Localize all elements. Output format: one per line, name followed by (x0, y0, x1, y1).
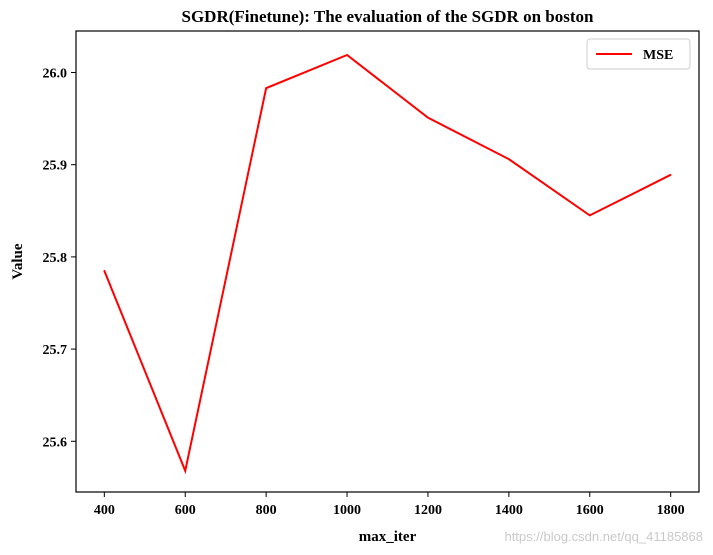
y-tick-label: 25.6 (43, 435, 68, 450)
x-tick-label: 1800 (657, 503, 685, 518)
x-tick-label: 800 (256, 503, 277, 518)
series-line-mse (103, 53, 672, 475)
x-tick-label: 1200 (414, 503, 442, 518)
data-point (184, 469, 187, 472)
data-point (588, 214, 591, 217)
legend: MSE (586, 38, 691, 70)
y-tick-label: 26.0 (43, 66, 68, 81)
x-tick-label: 600 (175, 503, 196, 518)
data-point (103, 269, 106, 272)
series-group (103, 53, 672, 475)
legend-box (586, 38, 691, 70)
legend-label-mse: MSE (643, 48, 673, 63)
data-point (669, 174, 672, 176)
chart-title: SGDR(Finetune): The evaluation of the SG… (182, 7, 595, 26)
plot-area (75, 30, 700, 493)
x-tick-label: 1600 (576, 503, 604, 518)
y-tick-label: 25.9 (43, 159, 68, 174)
data-point (265, 87, 267, 89)
data-point (427, 116, 429, 119)
x-tick-label: 400 (94, 503, 115, 518)
data-point (508, 158, 510, 160)
y-tick-label: 25.8 (43, 251, 68, 266)
y-axis-label: Value (10, 243, 26, 279)
watermark: https://blog.csdn.net/qq_41185868 (504, 529, 703, 544)
y-axis: 25.6 25.7 25.8 25.9 26.0 (43, 66, 76, 450)
y-tick-label: 25.7 (43, 343, 68, 358)
x-tick-label: 1400 (495, 503, 523, 518)
data-point (346, 54, 348, 56)
x-tick-label: 1000 (333, 503, 361, 518)
x-axis: 400 600 800 1000 1200 1400 1600 1800 (94, 492, 685, 518)
x-axis-label: max_iter (359, 529, 417, 545)
